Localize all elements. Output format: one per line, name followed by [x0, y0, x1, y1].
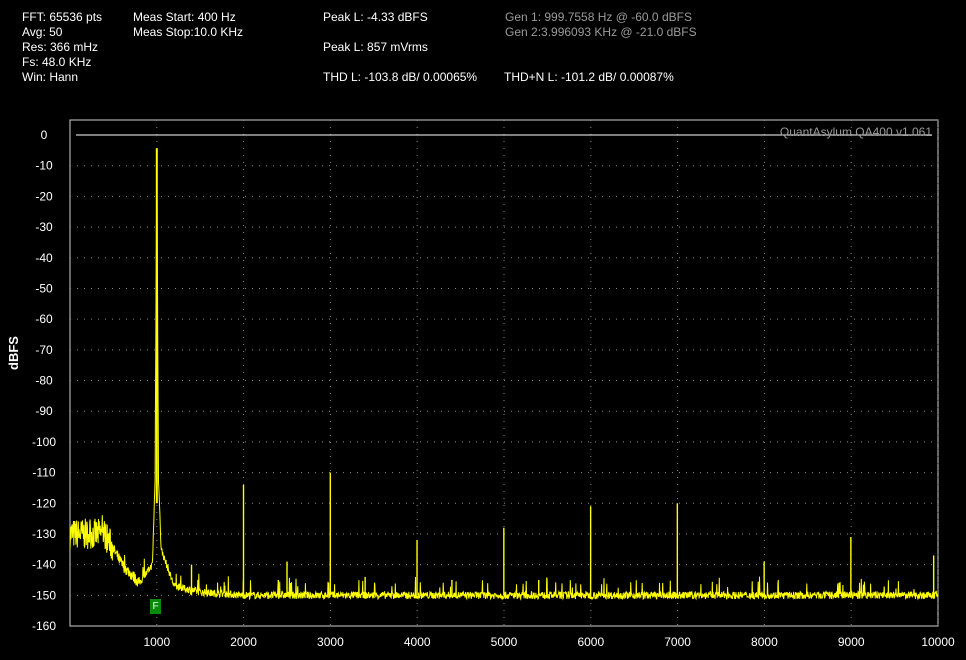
thd-label: THD L: -103.8 dB/ 0.00065% — [323, 70, 478, 84]
gen1-label: Gen 1: 999.7558 Hz @ -60.0 dBFS — [505, 10, 692, 24]
y-tick-label: -130 — [32, 527, 56, 541]
y-tick-label: -100 — [32, 435, 56, 449]
window-label: Win: Hann — [22, 70, 79, 84]
x-tick-label: 5000 — [491, 635, 518, 649]
x-tick-label: 8000 — [751, 635, 778, 649]
peak-mvrms-label: Peak L: 857 mVrms — [323, 40, 428, 54]
y-tick-label: -80 — [35, 374, 53, 388]
meas-stop-label: Meas Stop:10.0 KHz — [133, 25, 244, 39]
x-tick-label: 10000 — [921, 635, 955, 649]
y-tick-label: -160 — [32, 619, 56, 633]
y-axis-label: dBFS — [6, 336, 21, 370]
y-tick-label: -40 — [35, 251, 53, 265]
averages-label: Avg: 50 — [22, 25, 63, 39]
x-tick-label: 1000 — [143, 635, 170, 649]
peak-dbfs-label: Peak L: -4.33 dBFS — [323, 10, 428, 24]
x-tick-label: 4000 — [404, 635, 431, 649]
x-tick-label: 7000 — [664, 635, 691, 649]
y-tick-label: -30 — [35, 220, 53, 234]
y-tick-label: -90 — [35, 404, 53, 418]
x-tick-label: 9000 — [838, 635, 865, 649]
spectrum-trace — [69, 148, 939, 601]
y-tick-label: -50 — [35, 281, 53, 295]
gen2-label: Gen 2:3.996093 KHz @ -21.0 dBFS — [505, 25, 697, 39]
y-tick-label: -120 — [32, 496, 56, 510]
y-tick-label: -110 — [32, 466, 55, 480]
sample-rate-label: Fs: 48.0 KHz — [22, 55, 92, 69]
x-tick-label: 3000 — [317, 635, 344, 649]
fft-size-label: FFT: 65536 pts — [22, 10, 103, 24]
y-tick-label: -70 — [35, 343, 53, 357]
y-tick-label: -10 — [35, 159, 53, 173]
x-tick-label: 6000 — [577, 635, 604, 649]
thdn-label: THD+N L: -101.2 dB/ 0.00087% — [504, 70, 674, 84]
y-tick-label: 0 — [41, 128, 48, 142]
x-tick-label: 2000 — [230, 635, 257, 649]
y-tick-label: -140 — [32, 558, 56, 572]
y-tick-label: -60 — [35, 312, 53, 326]
y-tick-label: -20 — [35, 189, 53, 203]
fundamental-marker[interactable]: F — [150, 599, 161, 614]
watermark: QuantAsylum QA400 v1.061 — [780, 125, 932, 139]
resolution-label: Res: 366 mHz — [22, 40, 99, 54]
y-tick-label: -150 — [32, 588, 56, 602]
meas-start-label: Meas Start: 400 Hz — [133, 10, 236, 24]
